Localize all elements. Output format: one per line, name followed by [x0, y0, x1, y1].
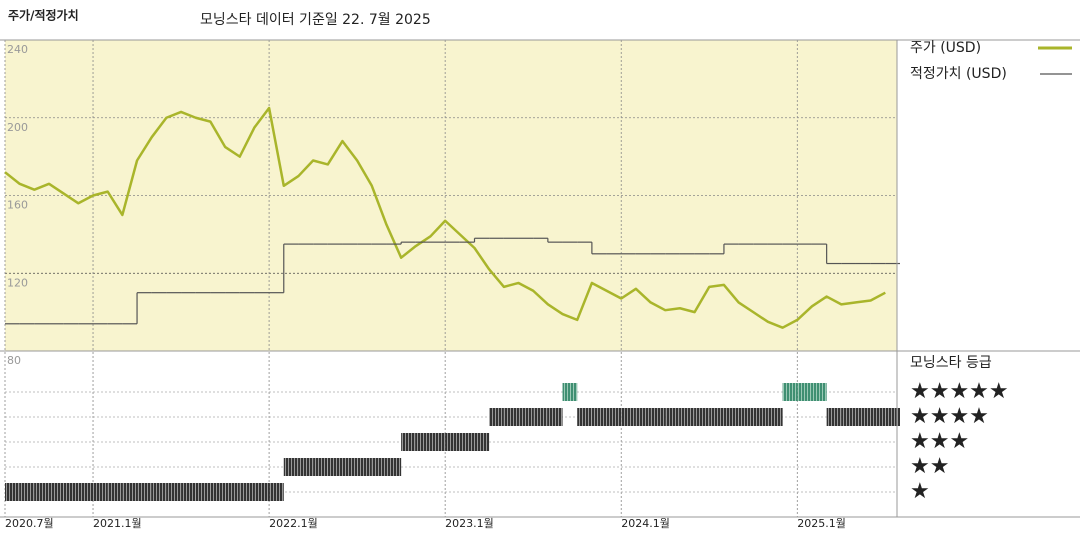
rating-bar [93, 483, 108, 501]
rating-bar [885, 408, 900, 426]
rating-bar [782, 383, 798, 401]
rating-bar [386, 458, 402, 476]
rating-bar [811, 383, 827, 401]
rating-bar [709, 408, 724, 426]
rating-bar [225, 483, 240, 501]
rating-bar [621, 408, 636, 426]
rating-bar [5, 483, 20, 501]
rating-bar [591, 408, 607, 426]
rating-bar [239, 483, 255, 501]
x-tick-label: 2025.1월 [797, 517, 846, 530]
rating-bar [254, 483, 270, 501]
rating-bar [430, 433, 446, 451]
rating-bar [283, 458, 299, 476]
x-tick-label: 2022.1월 [269, 517, 318, 530]
rating-bar [63, 483, 79, 501]
x-tick-label: 2020.7월 [5, 517, 54, 530]
rating-bar [753, 408, 768, 426]
rating-bar [34, 483, 50, 501]
x-tick-label: 2021.1월 [93, 517, 142, 530]
rating-bar [151, 483, 167, 501]
rating-bar [606, 408, 622, 426]
rating-bar [181, 483, 196, 501]
rating-label: ★ [910, 479, 930, 504]
rating-bar [474, 433, 490, 451]
y-tick-label: 240 [7, 43, 28, 56]
x-tick-label: 2023.1월 [445, 517, 494, 530]
legend-label: 적정가치 (USD) [910, 66, 1007, 82]
rating-bar [562, 383, 578, 401]
rating-bar [19, 483, 35, 501]
rating-bar [445, 433, 460, 451]
y-tick-label: 120 [7, 276, 28, 289]
rating-bar [371, 458, 387, 476]
rating-bar [767, 408, 783, 426]
rating-bar [518, 408, 534, 426]
rating-bar [459, 433, 475, 451]
rating-bar [635, 408, 651, 426]
rating-label: ★★★ [910, 429, 969, 454]
x-tick-label: 2024.1월 [621, 517, 670, 530]
rating-bar [797, 383, 812, 401]
legend-label: 주가 (USD) [910, 40, 981, 56]
rating-bar [195, 483, 211, 501]
rating-bar [826, 408, 842, 426]
rating-bar [665, 408, 680, 426]
y-tick-label: 160 [7, 199, 28, 212]
rating-label: ★★★★★ [910, 379, 1009, 404]
rating-bar [694, 408, 710, 426]
rating-label: ★★★★ [910, 404, 989, 429]
rating-title: 모닝스타 등급 [910, 355, 992, 371]
rating-label: ★★ [910, 454, 949, 479]
rating-bar [357, 458, 372, 476]
rating-bar [547, 408, 563, 426]
rating-bar [122, 483, 138, 501]
chart-subtitle: 모닝스타 데이터 기준일 22. 7월 2025 [200, 12, 431, 28]
rating-bar [401, 433, 416, 451]
rating-bar [298, 458, 314, 476]
y-tick-label: 80 [7, 354, 21, 367]
price-line [4, 106, 886, 329]
rating-bar [342, 458, 358, 476]
rating-bar [738, 408, 754, 426]
chart-title: 주가/적정가치 [8, 8, 79, 23]
rating-bar [415, 433, 431, 451]
rating-bar [107, 483, 123, 501]
rating-bar [577, 408, 592, 426]
rating-bar [313, 458, 328, 476]
rating-bar [679, 408, 695, 426]
rating-bar [723, 408, 739, 426]
rating-bar [137, 483, 152, 501]
rating-bar [166, 483, 182, 501]
rating-bar [210, 483, 226, 501]
rating-bar [650, 408, 666, 426]
rating-bar [78, 483, 94, 501]
rating-bar [489, 408, 504, 426]
rating-bar [855, 408, 871, 426]
y-tick-label: 200 [7, 121, 28, 134]
rating-bar [841, 408, 856, 426]
rating-bar [533, 408, 548, 426]
rating-bar [327, 458, 343, 476]
rating-bar [49, 483, 64, 501]
rating-bar [870, 408, 886, 426]
rating-bar [269, 483, 284, 501]
rating-bar [503, 408, 519, 426]
